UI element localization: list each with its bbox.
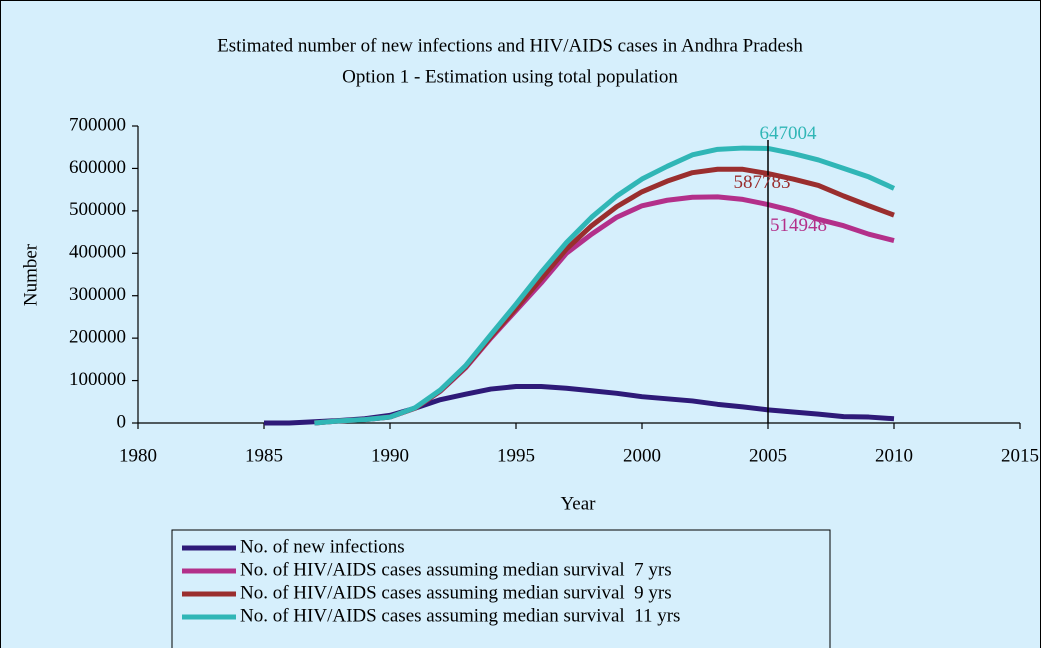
data-label: 587783: [734, 172, 791, 193]
data-label: 647004: [760, 123, 818, 144]
y-tick-label: 700000: [69, 114, 126, 135]
y-axis-label: Number: [20, 243, 41, 306]
legend: [171, 529, 831, 648]
x-tick-label: 1990: [371, 445, 409, 466]
legend-label: No. of HIV/AIDS cases assuming median su…: [240, 605, 680, 626]
legend-label: No. of HIV/AIDS cases assuming median su…: [240, 582, 672, 603]
x-tick-label: 1995: [497, 445, 535, 466]
y-tick-label: 100000: [69, 369, 126, 390]
x-tick-label: 2000: [623, 445, 661, 466]
x-tick-label: 2010: [875, 445, 913, 466]
data-label: 514948: [770, 215, 827, 236]
y-tick-label: 400000: [69, 242, 126, 263]
y-tick-label: 200000: [69, 327, 126, 348]
x-tick-label: 2015: [1001, 445, 1039, 466]
chart-title: Estimated number of new infections and H…: [217, 35, 803, 56]
x-axis-label: Year: [560, 493, 596, 514]
series-line: [314, 145, 896, 426]
x-tick-label: 1980: [119, 445, 157, 466]
x-tick-label: 2005: [749, 445, 787, 466]
legend-label: No. of HIV/AIDS cases assuming median su…: [240, 559, 672, 580]
y-tick-label: 600000: [69, 157, 126, 178]
chart-subtitle: Option 1 - Estimation using total popula…: [342, 66, 678, 87]
y-tick-label: 500000: [69, 199, 126, 220]
y-tick-label: 0: [117, 411, 127, 432]
legend-label: No. of new infections: [240, 536, 405, 557]
y-tick-label: 300000: [69, 284, 126, 305]
x-tick-label: 1985: [245, 445, 283, 466]
